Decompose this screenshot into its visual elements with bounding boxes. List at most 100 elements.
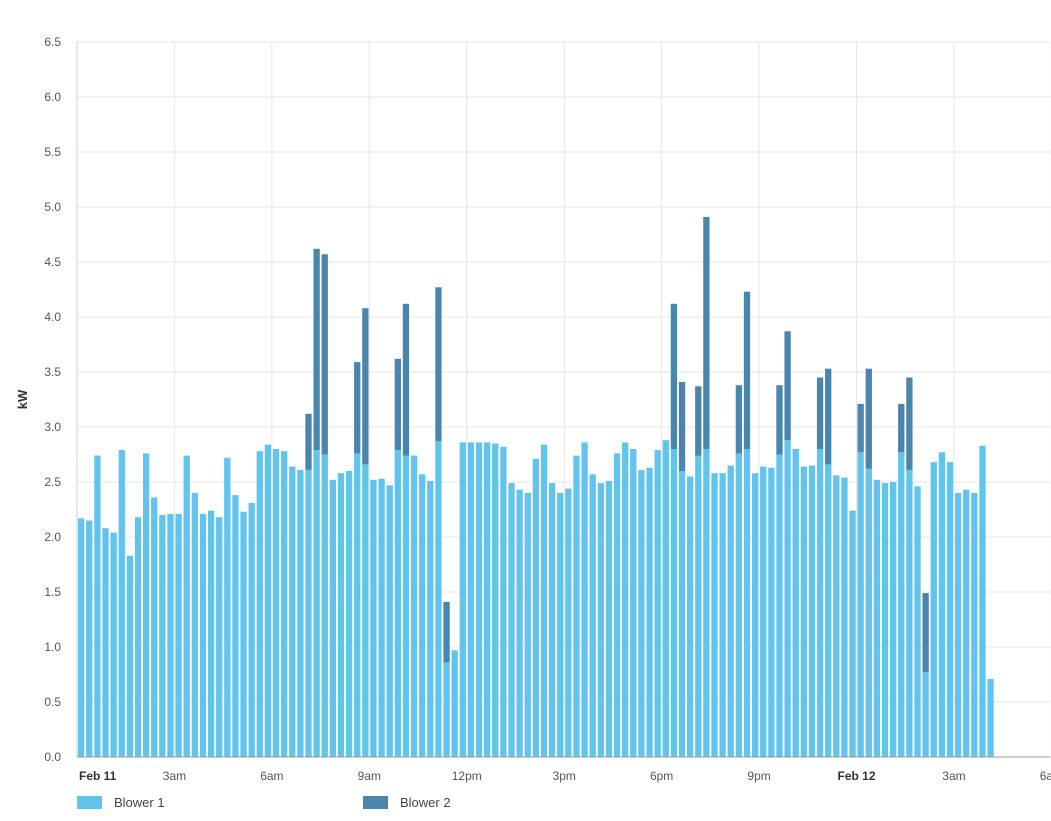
- bar-blower-1[interactable]: [142, 453, 150, 757]
- bar-blower-2[interactable]: [906, 377, 913, 470]
- bar-blower-1[interactable]: [857, 452, 864, 757]
- bar-blower-2[interactable]: [670, 303, 678, 449]
- bar-blower-1[interactable]: [946, 462, 954, 757]
- bar-blower-1[interactable]: [719, 473, 726, 757]
- bar-blower-1[interactable]: [540, 444, 548, 757]
- bar-blower-1[interactable]: [954, 493, 962, 757]
- bar-blower-1[interactable]: [532, 458, 540, 757]
- bar-blower-1[interactable]: [427, 480, 434, 757]
- bar-blower-1[interactable]: [394, 450, 401, 757]
- bar-blower-1[interactable]: [898, 452, 905, 757]
- bar-blower-2[interactable]: [898, 403, 905, 453]
- bar-blower-1[interactable]: [922, 672, 929, 757]
- bar-blower-1[interactable]: [695, 455, 702, 757]
- bar-blower-1[interactable]: [662, 440, 669, 757]
- bar-blower-1[interactable]: [264, 444, 272, 757]
- bar-blower-2[interactable]: [443, 601, 450, 663]
- bar-blower-1[interactable]: [751, 473, 759, 757]
- bar-blower-1[interactable]: [362, 464, 369, 757]
- bar-blower-1[interactable]: [581, 442, 588, 757]
- bar-blower-2[interactable]: [784, 331, 791, 441]
- bar-blower-1[interactable]: [687, 476, 694, 758]
- bar-blower-1[interactable]: [410, 455, 418, 757]
- bar-blower-1[interactable]: [508, 483, 515, 757]
- bar-blower-1[interactable]: [914, 486, 921, 757]
- bar-blower-1[interactable]: [630, 449, 637, 757]
- bar-blower-1[interactable]: [378, 478, 385, 757]
- bar-blower-1[interactable]: [329, 479, 337, 757]
- bar-blower-2[interactable]: [435, 287, 442, 442]
- bar-blower-1[interactable]: [597, 483, 604, 757]
- bar-blower-2[interactable]: [313, 248, 320, 451]
- bar-blower-1[interactable]: [313, 450, 320, 757]
- bar-blower-1[interactable]: [979, 445, 986, 757]
- bar-blower-1[interactable]: [760, 466, 767, 757]
- bar-blower-1[interactable]: [703, 449, 710, 757]
- bar-blower-1[interactable]: [297, 469, 304, 757]
- bar-blower-1[interactable]: [548, 483, 556, 757]
- bar-blower-1[interactable]: [159, 515, 166, 757]
- bar-blower-1[interactable]: [492, 443, 499, 758]
- bar-blower-1[interactable]: [938, 452, 946, 757]
- bar-blower-1[interactable]: [792, 449, 799, 757]
- bar-blower-1[interactable]: [516, 489, 523, 757]
- bar-blower-1[interactable]: [776, 454, 783, 758]
- bar-blower-1[interactable]: [459, 442, 466, 757]
- bar-blower-1[interactable]: [443, 662, 450, 757]
- bar-blower-1[interactable]: [224, 457, 231, 757]
- bar-blower-1[interactable]: [833, 475, 840, 757]
- bar-blower-1[interactable]: [321, 454, 328, 758]
- bar-blower-2[interactable]: [703, 216, 710, 449]
- bar-blower-1[interactable]: [475, 442, 483, 757]
- bar-blower-2[interactable]: [354, 362, 361, 454]
- bar-blower-1[interactable]: [183, 455, 190, 757]
- bar-blower-1[interactable]: [784, 440, 791, 757]
- bar-blower-1[interactable]: [816, 449, 824, 757]
- bar-blower-1[interactable]: [735, 453, 743, 757]
- bar-blower-2[interactable]: [678, 381, 686, 471]
- bar-blower-1[interactable]: [354, 453, 361, 757]
- bar-blower-1[interactable]: [841, 477, 848, 757]
- bar-blower-1[interactable]: [881, 483, 889, 757]
- bar-blower-1[interactable]: [167, 513, 174, 757]
- bar-blower-1[interactable]: [890, 482, 897, 757]
- bar-blower-1[interactable]: [711, 473, 718, 757]
- legend-item-blower-2[interactable]: Blower 2: [363, 795, 649, 810]
- bar-blower-1[interactable]: [500, 446, 507, 757]
- bar-blower-1[interactable]: [78, 518, 85, 757]
- bar-blower-1[interactable]: [670, 449, 678, 757]
- bar-blower-2[interactable]: [776, 385, 783, 455]
- bar-blower-1[interactable]: [345, 471, 353, 757]
- bar-blower-1[interactable]: [134, 517, 142, 757]
- bar-blower-1[interactable]: [370, 479, 377, 757]
- bar-blower-1[interactable]: [151, 497, 158, 757]
- bar-blower-1[interactable]: [337, 473, 345, 757]
- bar-blower-1[interactable]: [963, 489, 970, 757]
- bar-blower-1[interactable]: [613, 453, 621, 757]
- bar-blower-1[interactable]: [232, 495, 239, 757]
- bar-blower-2[interactable]: [922, 593, 929, 673]
- bar-blower-1[interactable]: [646, 467, 653, 757]
- bar-blower-1[interactable]: [289, 466, 296, 757]
- bar-blower-2[interactable]: [305, 413, 312, 470]
- bar-blower-1[interactable]: [930, 462, 937, 757]
- bar-blower-2[interactable]: [402, 303, 410, 456]
- bar-blower-1[interactable]: [126, 555, 134, 757]
- bar-blower-1[interactable]: [800, 466, 807, 757]
- bar-blower-1[interactable]: [589, 474, 596, 757]
- bar-blower-1[interactable]: [573, 455, 580, 757]
- bar-blower-1[interactable]: [419, 474, 426, 757]
- bar-blower-2[interactable]: [857, 403, 864, 453]
- bar-blower-1[interactable]: [971, 493, 978, 757]
- legend-item-blower-1[interactable]: Blower 1: [77, 795, 363, 810]
- bar-blower-1[interactable]: [199, 513, 207, 757]
- bar-blower-1[interactable]: [281, 451, 288, 757]
- bar-blower-2[interactable]: [816, 377, 824, 450]
- bar-blower-1[interactable]: [557, 493, 564, 757]
- bar-blower-2[interactable]: [825, 368, 832, 465]
- bar-blower-1[interactable]: [605, 480, 613, 757]
- bar-blower-1[interactable]: [256, 451, 263, 757]
- bar-blower-1[interactable]: [865, 468, 872, 757]
- bar-blower-1[interactable]: [849, 510, 856, 757]
- bar-blower-1[interactable]: [808, 465, 816, 758]
